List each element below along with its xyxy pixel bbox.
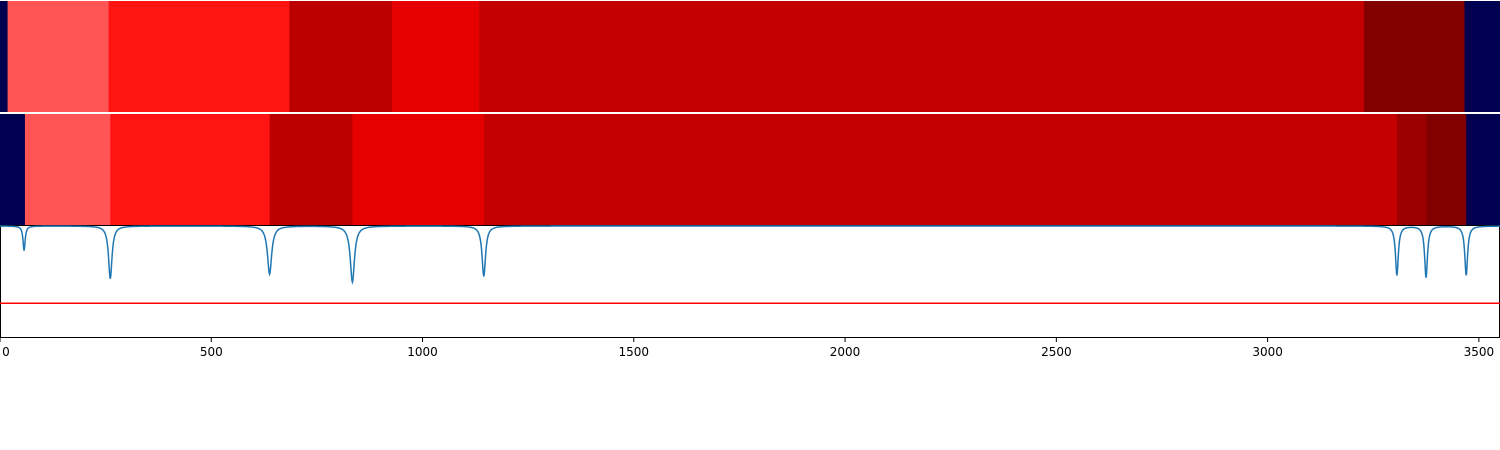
band-0-segment-6 <box>1363 1 1465 112</box>
profile-panel <box>0 225 1500 338</box>
band-0-segment-7 <box>1464 1 1500 112</box>
band-1-segment-7 <box>1426 114 1467 225</box>
band-1-segment-8 <box>1466 114 1500 225</box>
profile-line <box>0 225 1500 285</box>
band-1-segment-5 <box>483 114 1398 225</box>
x-tick-label-0: 0 <box>2 345 10 359</box>
band-0-segment-2 <box>108 1 290 112</box>
x-tick-label-5: 2500 <box>1041 345 1072 359</box>
heatmap-band-top <box>0 1 1500 112</box>
band-1-segment-3 <box>269 114 353 225</box>
band-0-segment-1 <box>7 1 109 112</box>
band-1-segment-4 <box>352 114 485 225</box>
x-tick-label-6: 3000 <box>1252 345 1283 359</box>
x-tick-label-2: 1000 <box>407 345 438 359</box>
band-1-segment-1 <box>24 114 111 225</box>
x-axis: 0 500 1000 1500 2000 2500 3000 3500 <box>0 338 1494 359</box>
band-0-segment-4 <box>392 1 480 112</box>
x-tick-label-7: 3500 <box>1464 345 1495 359</box>
band-1-segment-6 <box>1396 114 1427 225</box>
profile-frame <box>0 225 1500 338</box>
heatmap-band-bottom <box>0 114 1500 225</box>
x-tick-label-4: 2000 <box>830 345 861 359</box>
band-0-segment-3 <box>289 1 393 112</box>
band-0-segment-0 <box>0 1 8 112</box>
x-tick-label-3: 1500 <box>619 345 650 359</box>
band-1-segment-2 <box>110 114 270 225</box>
band-1-segment-0 <box>0 114 26 225</box>
band-0-segment-5 <box>479 1 1365 112</box>
x-tick-label-1: 500 <box>200 345 223 359</box>
